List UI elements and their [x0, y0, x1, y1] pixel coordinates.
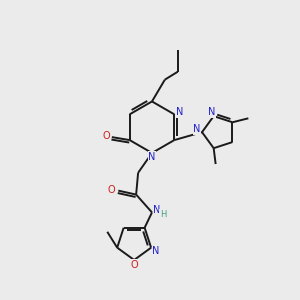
Text: N: N [148, 152, 156, 162]
Text: O: O [130, 260, 138, 270]
Text: N: N [194, 124, 201, 134]
Text: N: N [176, 107, 183, 117]
Text: O: O [102, 131, 110, 141]
Text: N: N [153, 206, 161, 215]
Text: N: N [152, 246, 160, 256]
Text: H: H [160, 210, 166, 219]
Text: O: O [107, 184, 115, 195]
Text: N: N [208, 107, 215, 117]
